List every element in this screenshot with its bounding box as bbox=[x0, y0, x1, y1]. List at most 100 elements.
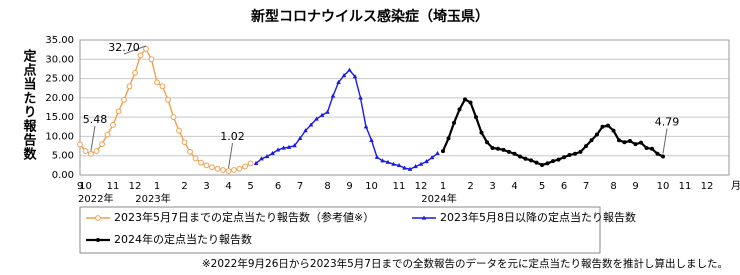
y-tick-label: 25.00 bbox=[45, 74, 74, 85]
data-point bbox=[374, 154, 380, 159]
data-point bbox=[556, 157, 561, 162]
data-point bbox=[479, 130, 484, 135]
data-point bbox=[231, 167, 237, 173]
data-point bbox=[655, 151, 660, 156]
data-point bbox=[132, 69, 138, 76]
data-point bbox=[126, 83, 133, 90]
data-point bbox=[396, 162, 402, 167]
data-point bbox=[121, 96, 127, 103]
x-tick-label: 4 bbox=[225, 181, 231, 192]
data-point bbox=[181, 139, 188, 146]
x-tick-label: 11 bbox=[679, 181, 692, 192]
x-tick-label: 2 bbox=[467, 181, 473, 192]
data-point bbox=[192, 155, 199, 162]
x-tick-label: 7 bbox=[297, 181, 303, 192]
data-point bbox=[292, 143, 297, 148]
data-point bbox=[165, 96, 171, 103]
data-point bbox=[330, 93, 336, 98]
data-point bbox=[606, 123, 610, 128]
legend-label: 2023年5月7日までの定点当たり報告数（参考値※） bbox=[114, 210, 374, 224]
data-point bbox=[88, 150, 94, 157]
x-tick-label: 3 bbox=[489, 181, 495, 192]
data-point bbox=[341, 72, 347, 78]
data-point bbox=[264, 153, 270, 159]
data-point bbox=[170, 114, 177, 121]
year-label: 2022年 bbox=[78, 192, 113, 205]
data-point bbox=[203, 162, 210, 169]
data-point bbox=[639, 140, 643, 145]
legend-label: 2024年の定点当たり報告数 bbox=[114, 232, 252, 246]
data-point bbox=[452, 120, 456, 125]
data-point bbox=[259, 156, 264, 161]
label-leader bbox=[90, 125, 96, 151]
data-point bbox=[562, 155, 566, 160]
x-tick-label: 12 bbox=[129, 181, 142, 192]
x-tick-label: 10 bbox=[657, 181, 670, 192]
x-tick-label: 3 bbox=[203, 181, 209, 192]
data-point bbox=[463, 97, 467, 102]
x-tick-label: 1 bbox=[154, 181, 160, 192]
value-label: 32.70 bbox=[108, 41, 140, 54]
chart-title: 新型コロナウイルス感染症（埼玉県） bbox=[251, 8, 489, 25]
data-point bbox=[600, 124, 605, 129]
series-line bbox=[79, 47, 251, 172]
legend-box bbox=[79, 206, 601, 254]
data-point bbox=[584, 144, 588, 149]
data-point bbox=[319, 112, 325, 117]
data-point bbox=[176, 127, 182, 134]
data-point bbox=[534, 160, 539, 165]
footnote: ※2022年9月26日から2023年5月7日までの全数報告のデータを元に定点当た… bbox=[202, 257, 728, 270]
data-point bbox=[611, 128, 616, 133]
x-tick-label: 11 bbox=[393, 181, 406, 192]
data-point bbox=[468, 100, 473, 105]
data-point bbox=[352, 74, 358, 79]
y-tick-label: 20.00 bbox=[45, 93, 74, 104]
data-point bbox=[567, 152, 572, 157]
data-point bbox=[154, 79, 160, 86]
value-label: 4.79 bbox=[655, 116, 680, 129]
data-point bbox=[545, 161, 550, 166]
data-point bbox=[424, 159, 429, 164]
x-tick-label: 6 bbox=[561, 181, 567, 192]
data-point bbox=[507, 149, 511, 154]
data-point bbox=[286, 144, 292, 149]
x-tick-label: 10 bbox=[79, 181, 92, 192]
data-point bbox=[496, 146, 500, 151]
data-point bbox=[551, 159, 555, 164]
data-point bbox=[104, 131, 111, 138]
data-point bbox=[137, 52, 144, 59]
x-tick-label: 9 bbox=[346, 181, 352, 192]
data-point bbox=[110, 121, 116, 128]
data-point bbox=[93, 148, 100, 154]
data-point bbox=[247, 160, 254, 167]
value-label: 1.02 bbox=[220, 130, 245, 143]
x-tick-label: 4 bbox=[511, 181, 517, 192]
data-point bbox=[220, 167, 226, 173]
data-point bbox=[578, 149, 583, 154]
data-point bbox=[336, 79, 341, 85]
legend-marker bbox=[421, 215, 427, 220]
value-label: 5.48 bbox=[83, 113, 108, 126]
data-point bbox=[501, 147, 506, 152]
series-line bbox=[441, 97, 664, 167]
x-tick-label: 1 bbox=[440, 181, 446, 192]
legend-marker bbox=[96, 238, 100, 242]
data-point bbox=[225, 168, 232, 174]
x-tick-label: 11 bbox=[107, 181, 120, 192]
data-point bbox=[363, 124, 369, 129]
y-tick-label: 30.00 bbox=[45, 54, 74, 65]
data-point bbox=[82, 148, 89, 154]
data-point bbox=[446, 136, 451, 141]
data-point bbox=[77, 141, 83, 148]
data-point bbox=[589, 138, 594, 143]
label-leader bbox=[123, 45, 147, 55]
data-point bbox=[148, 56, 155, 63]
data-point bbox=[441, 149, 445, 154]
data-point bbox=[540, 162, 544, 167]
data-point bbox=[474, 115, 478, 120]
y-axis-label: 定点当たり報告数 bbox=[21, 48, 38, 161]
x-tick-label: 12 bbox=[701, 181, 714, 192]
data-point bbox=[242, 163, 248, 170]
data-point bbox=[622, 140, 627, 145]
